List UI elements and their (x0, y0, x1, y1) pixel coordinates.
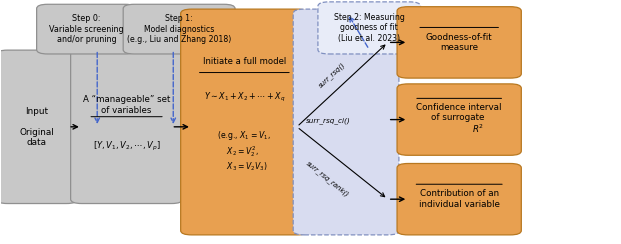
FancyBboxPatch shape (37, 4, 136, 54)
Text: Input

Original
data: Input Original data (20, 107, 54, 147)
Text: $R^2$: $R^2$ (472, 122, 484, 135)
FancyBboxPatch shape (397, 7, 521, 78)
Text: A “manageable” set
of variables: A “manageable” set of variables (83, 95, 170, 115)
Text: $Y{\sim}X_1 + X_2 + \cdots + X_q$: $Y{\sim}X_1 + X_2 + \cdots + X_q$ (204, 91, 285, 104)
FancyBboxPatch shape (293, 9, 399, 235)
Text: Initiate a full model: Initiate a full model (202, 57, 286, 66)
Text: surr_rsq_ci(): surr_rsq_ci() (306, 117, 350, 124)
FancyBboxPatch shape (123, 4, 235, 54)
Text: Step 2: Measuring
goodness of fit
(Liu et al. 2023): Step 2: Measuring goodness of fit (Liu e… (334, 13, 405, 43)
Text: (e.g., $X_1 = V_1$,
    $X_2 = V_2^2$,
    $X_3 = V_2 V_3$): (e.g., $X_1 = V_1$, $X_2 = V_2^2$, $X_3 … (217, 129, 271, 173)
FancyBboxPatch shape (181, 9, 308, 235)
Text: Step 1:
Model diagnostics
(e.g., Liu and Zhang 2018): Step 1: Model diagnostics (e.g., Liu and… (127, 14, 231, 44)
Text: Goodness-of-fit
measure: Goodness-of-fit measure (426, 33, 492, 52)
Text: Confidence interval
of surrogate: Confidence interval of surrogate (417, 103, 502, 122)
Text: Contribution of an
individual variable: Contribution of an individual variable (419, 190, 500, 209)
FancyBboxPatch shape (71, 50, 183, 203)
FancyBboxPatch shape (0, 50, 78, 203)
Text: surr_rsq(): surr_rsq() (317, 61, 347, 89)
FancyBboxPatch shape (397, 163, 521, 235)
Text: Step 0:
Variable screening
and/or pruning: Step 0: Variable screening and/or prunin… (49, 14, 124, 44)
FancyBboxPatch shape (397, 84, 521, 155)
Text: $[Y, V_1, V_2, \cdots, V_p]$: $[Y, V_1, V_2, \cdots, V_p]$ (93, 140, 160, 153)
Text: surr_rsq_rank(): surr_rsq_rank() (305, 160, 351, 198)
FancyBboxPatch shape (318, 2, 420, 54)
